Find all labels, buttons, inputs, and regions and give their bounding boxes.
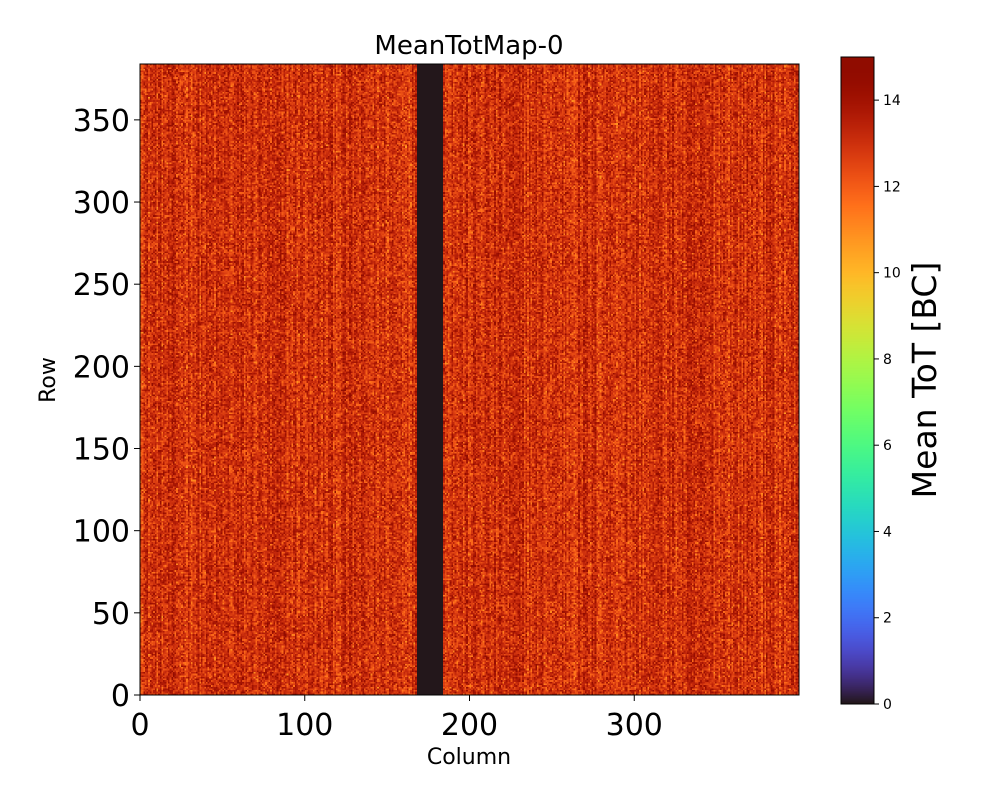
y-tick-label: 350 [73, 104, 130, 139]
y-tick-label: 300 [73, 186, 130, 221]
plot-frame [139, 63, 800, 696]
colorbar-tick-label: 4 [883, 524, 892, 540]
colorbar-tick-label: 8 [883, 352, 892, 368]
colorbar-tick-label: 6 [883, 438, 892, 454]
y-tick-label: 150 [73, 433, 130, 468]
colorbar-tick-label: 12 [883, 179, 901, 195]
y-tick-label: 250 [73, 268, 130, 303]
chart-title: MeanTotMap-0 [374, 31, 563, 61]
y-tick-label: 0 [111, 679, 130, 714]
y-axis-label: Row [36, 357, 61, 403]
colorbar-ticks: 0 2 4 6 8 10 12 14 [874, 93, 901, 713]
colorbar-label: Mean ToT [BC] [905, 262, 944, 499]
x-tick-label: 100 [276, 708, 333, 743]
y-tick-label: 50 [92, 597, 130, 632]
colorbar-tick-label: 10 [883, 266, 901, 282]
x-tick-label: 300 [606, 708, 663, 743]
heatmap-image [140, 64, 799, 695]
colorbar-tick-label: 14 [883, 93, 901, 109]
colorbar-frame [840, 56, 875, 705]
y-tick-label: 100 [73, 515, 130, 550]
x-axis-label: Column [427, 745, 511, 770]
x-axis-ticks: 0 100 200 300 [130, 695, 663, 743]
colorbar-gradient [841, 57, 874, 704]
colorbar-tick-label: 0 [883, 697, 892, 713]
y-axis-ticks: 0 50 100 150 200 250 300 350 [73, 104, 140, 714]
x-tick-label: 200 [441, 708, 498, 743]
x-tick-label: 0 [130, 708, 149, 743]
y-tick-label: 200 [73, 350, 130, 385]
colorbar-tick-label: 2 [883, 611, 892, 627]
